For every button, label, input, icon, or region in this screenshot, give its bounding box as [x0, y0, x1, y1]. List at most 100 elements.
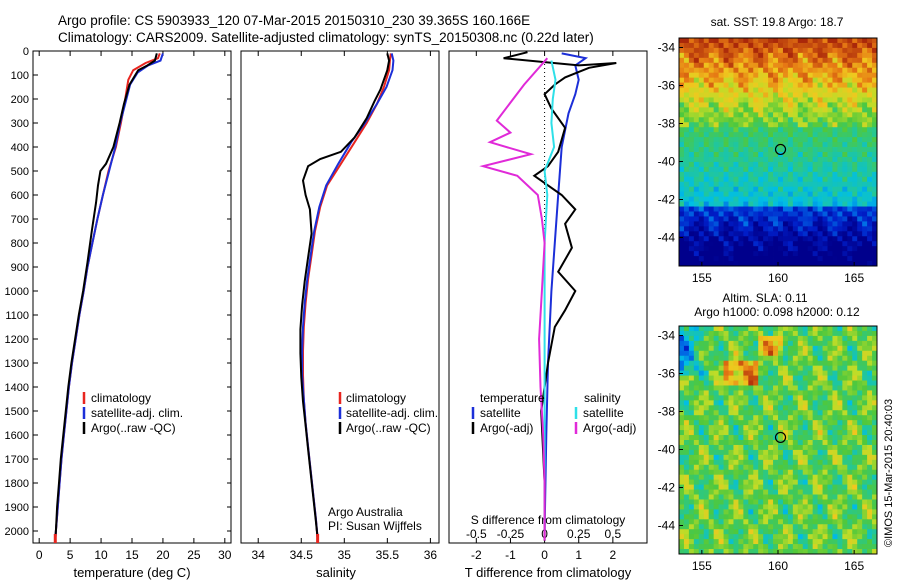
map-cell [683, 489, 690, 495]
map-cell [728, 390, 734, 396]
map-cell [802, 72, 809, 79]
map-cell [738, 87, 744, 93]
map-cell [733, 42, 739, 49]
map-cell [733, 405, 739, 411]
map-cell [698, 435, 705, 441]
map-cell [778, 127, 784, 133]
map-cell [812, 82, 818, 88]
map-cell [683, 132, 690, 138]
map-cell [822, 459, 828, 466]
depth-tick-label: 600 [11, 190, 29, 202]
map-cell [708, 355, 715, 362]
map-cell [812, 529, 818, 535]
map-cell [693, 459, 700, 466]
map-cell [713, 400, 719, 406]
map-cell [857, 57, 863, 64]
map-cell [753, 38, 759, 44]
map-cell [728, 415, 734, 421]
map-cell [857, 97, 863, 103]
map-cell [778, 251, 784, 257]
map-cell [748, 509, 754, 515]
map-cell [797, 52, 804, 59]
map-cell [802, 340, 809, 347]
map-cell [773, 350, 779, 357]
map-cell [867, 62, 873, 69]
map-cell [817, 479, 823, 486]
map-cell [698, 440, 705, 446]
map-cell [728, 87, 734, 93]
map-cell [797, 132, 804, 138]
map-cell [837, 494, 843, 500]
map-cell [718, 524, 724, 530]
map-cell [792, 385, 799, 391]
map-cell [857, 360, 863, 367]
map-cell [698, 251, 705, 257]
map-cell [827, 127, 833, 133]
map-cell [857, 256, 863, 262]
map-cell [748, 67, 754, 74]
map-cell [708, 454, 715, 461]
map-cell [768, 489, 774, 495]
map-cell [698, 484, 705, 490]
map-cell [817, 425, 823, 431]
map-cell [832, 405, 838, 411]
map-cell [837, 360, 843, 367]
map-cell [768, 415, 774, 421]
map-cell [807, 410, 814, 416]
map-cell [792, 57, 799, 64]
map-cell [787, 132, 794, 138]
map-cell [763, 186, 769, 193]
map-cell [758, 509, 764, 515]
map-cell [847, 241, 853, 247]
map-cell [862, 330, 868, 337]
map-cell [733, 469, 739, 476]
map-cell [738, 122, 744, 128]
map-cell [837, 435, 843, 441]
map-cell [758, 430, 764, 436]
map-cell [832, 102, 838, 108]
map-cell [679, 395, 685, 401]
map-cell [807, 186, 814, 193]
map-y-tick-label: -42 [658, 193, 676, 207]
map-cell [852, 340, 858, 347]
map-cell [683, 326, 690, 332]
map-cell [753, 196, 759, 202]
map-cell [753, 544, 759, 550]
map-cell [723, 122, 729, 128]
map-cell [797, 415, 804, 421]
map-cell [837, 201, 843, 207]
map-cell [753, 62, 759, 69]
map-cell [842, 176, 848, 183]
map-cell [693, 449, 700, 456]
map-cell [832, 186, 838, 193]
map-cell [763, 335, 769, 342]
map-cell [773, 509, 779, 515]
map-cell [827, 221, 833, 227]
map-cell [872, 52, 878, 59]
map-cell [753, 261, 759, 267]
map-cell [688, 504, 695, 510]
map-cell [832, 42, 838, 49]
map-cell [688, 435, 695, 441]
map-cell [763, 350, 769, 357]
map-cell [728, 181, 734, 188]
map-cell [743, 350, 749, 357]
map-cell [787, 206, 794, 212]
map-cell [782, 549, 789, 555]
map-cell [763, 484, 769, 490]
map-cell [679, 499, 685, 505]
map-cell [792, 519, 799, 525]
map-cell [827, 494, 833, 500]
map-cell [748, 390, 754, 396]
map-cell [679, 171, 685, 178]
map-cell [782, 519, 789, 525]
map-cell [857, 246, 863, 252]
map-cell [728, 385, 734, 391]
map-cell [743, 504, 749, 510]
map-cell [688, 256, 695, 262]
map-cell [827, 236, 833, 242]
map-cell [768, 544, 774, 550]
map-cell [703, 549, 710, 555]
map-cell [778, 365, 784, 372]
